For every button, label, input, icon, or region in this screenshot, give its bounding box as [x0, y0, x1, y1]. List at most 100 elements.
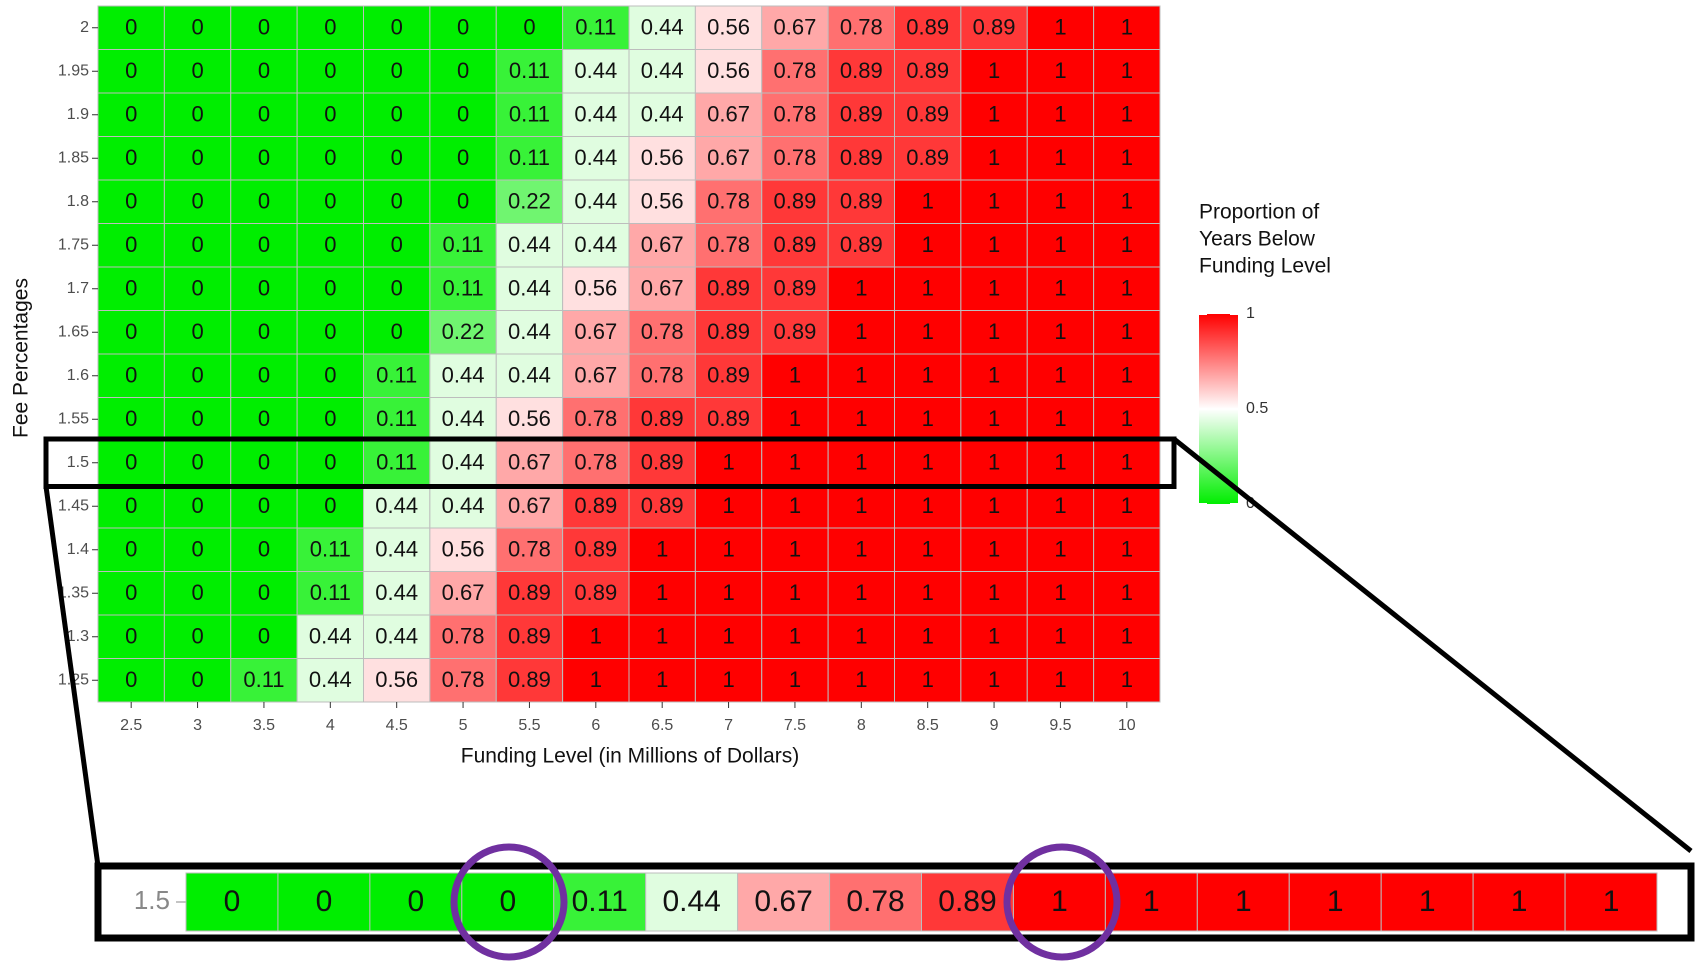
heat-cell: [1093, 92, 1161, 137]
cell-label: 0: [258, 276, 270, 301]
zoom-cell-label: 0.11: [572, 885, 628, 918]
y-tick-label: 1.45: [58, 497, 89, 514]
zoom-cell: [1196, 872, 1290, 932]
cell-label: 1: [1121, 102, 1133, 127]
zoom-cell: [461, 872, 555, 932]
zoom-connector: [1172, 437, 1693, 853]
heat-cell: [960, 527, 1028, 572]
heat-cell: [296, 223, 364, 268]
heat-cell: [960, 49, 1028, 94]
heat-cell: [97, 397, 165, 442]
heat-cell: [1026, 310, 1095, 355]
cell-label: 0.89: [840, 102, 883, 127]
cell-label: 0: [125, 493, 137, 518]
cell-label: 0.67: [508, 493, 551, 518]
cell-label: 0: [258, 15, 270, 40]
cell-label: 1: [988, 493, 1000, 518]
cell-label: 0: [125, 450, 137, 475]
cell-label: 0: [457, 145, 469, 170]
cell-label: 1: [1121, 624, 1133, 649]
zoom-cell-label: 0.89: [938, 885, 996, 918]
cell-label: 0.44: [309, 667, 352, 692]
x-tick-label: 9: [990, 717, 999, 734]
cell-label: 0: [324, 406, 336, 431]
cell-label: 0: [191, 15, 203, 40]
heat-cell: [495, 5, 564, 50]
heat-cell: [694, 266, 763, 311]
cell-label: 0: [191, 232, 203, 257]
y-tick-label: 1.8: [67, 193, 89, 210]
heat-cell: [960, 571, 1028, 616]
heat-cell: [429, 614, 497, 659]
cell-label: 0: [258, 363, 270, 388]
cell-label: 0: [391, 189, 403, 214]
heat-cell: [1026, 179, 1095, 224]
cell-label: 0.67: [574, 363, 617, 388]
cell-label: 0: [125, 667, 137, 692]
heat-cell: [429, 266, 497, 311]
zoom-cell: [1380, 872, 1474, 932]
heat-cell: [429, 5, 497, 50]
cell-label: 0: [258, 145, 270, 170]
zoom-cell-label: 0: [408, 885, 425, 918]
cell-label: 1: [1054, 406, 1066, 431]
cell-label: 0.44: [508, 232, 551, 257]
cell-label: 1: [1121, 232, 1133, 257]
cell-label: 1: [988, 189, 1000, 214]
cell-label: 0: [258, 58, 270, 83]
heat-cell: [163, 136, 232, 181]
heat-cell: [163, 658, 232, 703]
cell-label: 0.11: [310, 537, 351, 562]
zoom-cell: [369, 872, 463, 932]
cell-label: 1: [922, 189, 934, 214]
cell-label: 0: [191, 450, 203, 475]
heat-cell: [296, 353, 364, 398]
cell-label: 0: [258, 624, 270, 649]
heat-cell: [1093, 484, 1161, 529]
cell-label: 1: [922, 232, 934, 257]
heat-cell: [1026, 484, 1095, 529]
heat-cell: [296, 179, 364, 224]
cell-label: 0: [191, 58, 203, 83]
cell-label: 0: [457, 58, 469, 83]
heat-cell: [1093, 310, 1161, 355]
zoom-cell-label: 1: [1235, 885, 1252, 918]
cell-label: 1: [855, 406, 867, 431]
cell-label: 0.56: [641, 189, 684, 214]
heat-cell: [761, 614, 829, 659]
heat-cell: [1026, 92, 1095, 137]
cell-label: 0.44: [641, 102, 684, 127]
heat-cell: [1026, 440, 1095, 485]
cell-label: 0.56: [707, 15, 750, 40]
zoom-cell: [645, 872, 739, 932]
heat-cell: [363, 5, 431, 50]
heat-cell: [495, 658, 564, 703]
cell-label: 0.11: [509, 145, 550, 170]
cell-label: 1: [922, 537, 934, 562]
heat-cell: [894, 397, 962, 442]
heat-cell: [562, 49, 630, 94]
zoom-cell: [829, 872, 922, 932]
cell-label: 1: [1054, 580, 1066, 605]
heat-cell: [296, 658, 364, 703]
heat-cell: [495, 310, 564, 355]
cell-label: 0: [191, 406, 203, 431]
cell-label: 0: [125, 189, 137, 214]
cell-label: 0: [258, 189, 270, 214]
heat-cell: [960, 223, 1028, 268]
cell-label: 0: [191, 363, 203, 388]
heat-cell: [97, 310, 165, 355]
cell-label: 1: [1121, 276, 1133, 301]
y-tick-label: 1.7: [67, 280, 89, 297]
heat-cell: [761, 49, 829, 94]
cell-label: 0: [125, 102, 137, 127]
y-tick-label: 1.75: [58, 236, 89, 253]
cell-label: 0.44: [309, 624, 352, 649]
cell-label: 1: [1121, 145, 1133, 170]
heat-cell: [429, 440, 497, 485]
x-tick-label: 2.5: [120, 717, 142, 734]
cell-label: 1: [1121, 450, 1133, 475]
heat-cell: [894, 484, 962, 529]
cell-label: 0.56: [707, 58, 750, 83]
